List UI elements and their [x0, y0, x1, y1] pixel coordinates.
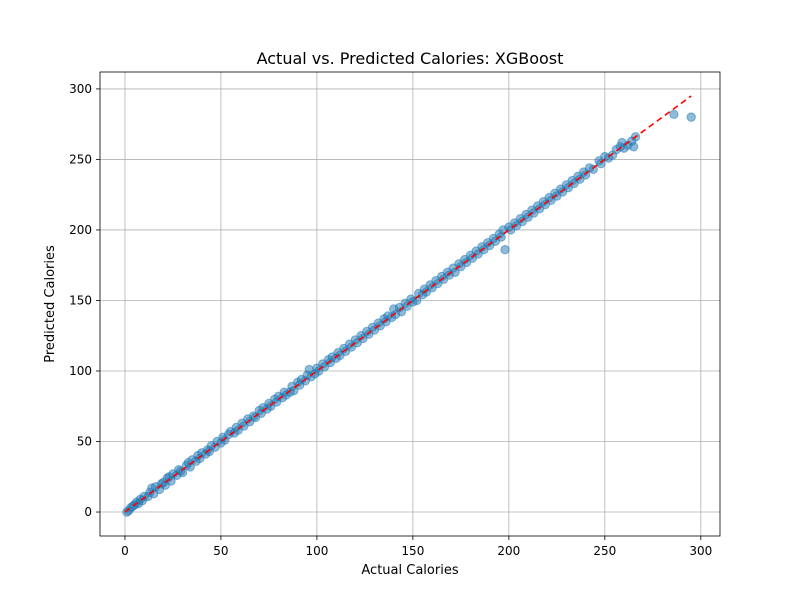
y-tick-label: 250 [69, 152, 92, 166]
x-axis-label: Actual Calories [361, 563, 458, 578]
y-tick-label: 50 [77, 435, 92, 449]
x-tick-label: 300 [689, 544, 712, 558]
grid [100, 72, 720, 536]
data-points [122, 109, 696, 517]
x-tick-label: 250 [593, 544, 616, 558]
y-tick-label: 300 [69, 82, 92, 96]
x-tick-label: 50 [213, 544, 228, 558]
plot-frame [99, 71, 721, 537]
x-tick-label: 100 [305, 544, 328, 558]
y-tick-label: 0 [84, 505, 92, 519]
y-axis-label: Predicted Calories [43, 245, 58, 363]
reference-line-layer [124, 95, 692, 513]
data-point [669, 109, 679, 120]
data-point [628, 142, 639, 152]
reference-line [124, 95, 692, 513]
y-tick-label: 100 [69, 364, 92, 378]
chart-title: Actual vs. Predicted Calories: XGBoost [257, 49, 564, 68]
x-tick-label: 0 [121, 544, 129, 558]
data-point [500, 245, 510, 255]
y-tick-label: 150 [69, 293, 92, 307]
y-tick-label: 200 [69, 223, 92, 237]
data-point [177, 467, 188, 478]
x-tick-label: 150 [401, 544, 424, 558]
data-point [686, 112, 696, 122]
x-tick-label: 200 [497, 544, 520, 558]
ticks: 0 50 100 150 200 250 300 0 50 100 150 200 250 300 [69, 82, 712, 558]
